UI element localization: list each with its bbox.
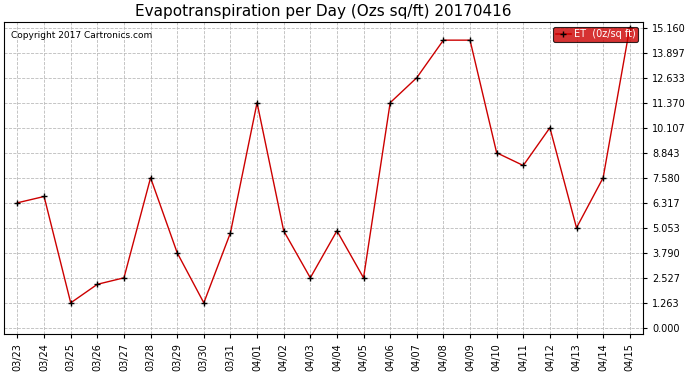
Title: Evapotranspiration per Day (Ozs sq/ft) 20170416: Evapotranspiration per Day (Ozs sq/ft) 2… <box>135 4 512 19</box>
Legend: ET  (0z/sq ft): ET (0z/sq ft) <box>553 27 638 42</box>
Text: Copyright 2017 Cartronics.com: Copyright 2017 Cartronics.com <box>10 31 152 40</box>
